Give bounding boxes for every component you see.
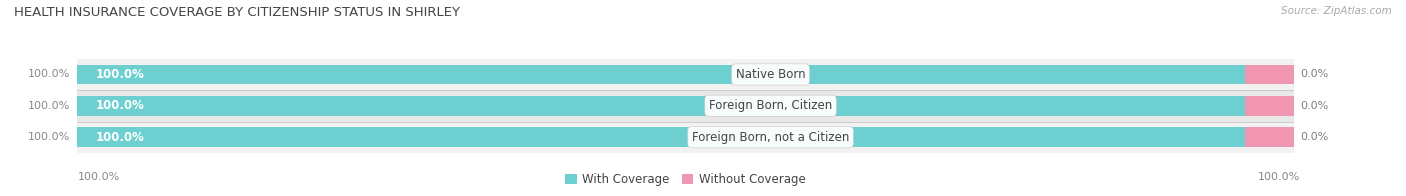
Text: 100.0%: 100.0% [28,101,70,111]
Text: 100.0%: 100.0% [77,172,120,182]
Text: 0.0%: 0.0% [1301,132,1329,142]
Bar [1244,65,1343,84]
Bar [1244,96,1343,116]
Bar [1244,127,1343,147]
Bar [77,59,1294,90]
Bar [77,65,1294,84]
Text: 0.0%: 0.0% [1301,101,1329,111]
Text: 100.0%: 100.0% [96,99,145,112]
Bar [77,90,1294,122]
Text: Source: ZipAtlas.com: Source: ZipAtlas.com [1281,6,1392,16]
Text: Foreign Born, not a Citizen: Foreign Born, not a Citizen [692,131,849,144]
Bar [77,122,1294,153]
Legend: With Coverage, Without Coverage: With Coverage, Without Coverage [565,173,806,186]
Text: 100.0%: 100.0% [96,68,145,81]
Text: Foreign Born, Citizen: Foreign Born, Citizen [709,99,832,112]
Text: Native Born: Native Born [735,68,806,81]
Text: 100.0%: 100.0% [28,69,70,80]
Bar [77,96,1294,116]
Text: 0.0%: 0.0% [1301,69,1329,80]
Bar [77,127,1294,147]
Text: 100.0%: 100.0% [28,132,70,142]
Text: 100.0%: 100.0% [1258,172,1301,182]
Text: HEALTH INSURANCE COVERAGE BY CITIZENSHIP STATUS IN SHIRLEY: HEALTH INSURANCE COVERAGE BY CITIZENSHIP… [14,6,460,19]
Text: 100.0%: 100.0% [96,131,145,144]
